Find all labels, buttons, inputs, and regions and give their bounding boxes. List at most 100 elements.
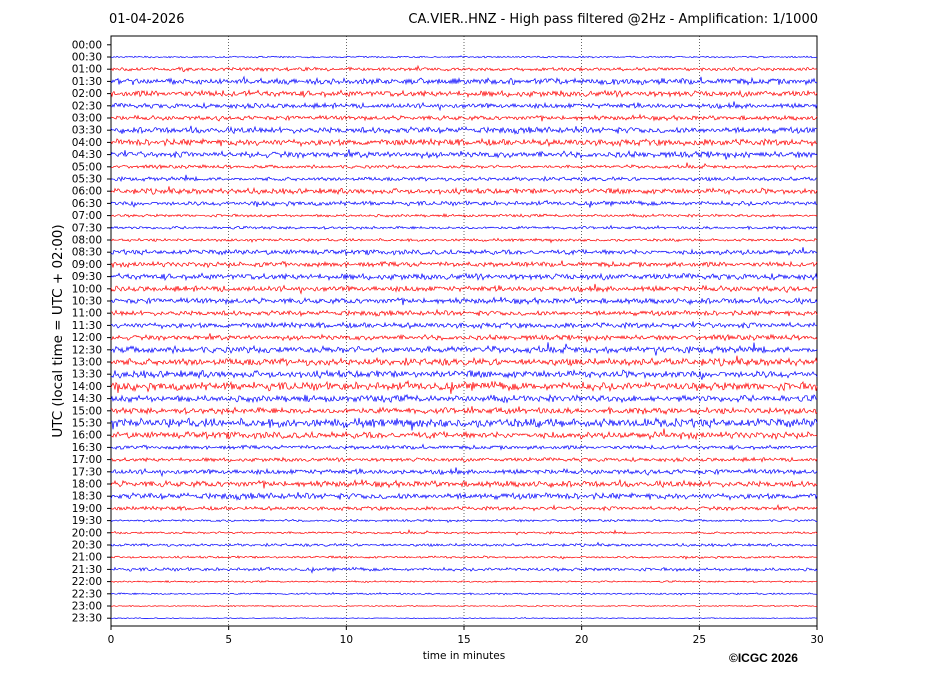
y-tick-label: 01:30	[72, 76, 102, 88]
grid-lines	[228, 36, 700, 626]
y-tick-label: 16:30	[72, 442, 102, 454]
trace-0930	[110, 272, 818, 282]
y-tick-label: 01:00	[72, 64, 102, 76]
x-tick-label: 15	[457, 634, 470, 646]
trace-1400	[110, 379, 818, 394]
y-tick-label: 04:00	[72, 137, 102, 149]
y-tick-label: 06:00	[72, 186, 102, 198]
trace-0730	[110, 224, 818, 231]
trace-2300	[110, 604, 818, 608]
trace-0300	[110, 113, 818, 122]
trace-1000	[110, 283, 818, 295]
x-tick-label: 20	[575, 634, 588, 646]
y-tick-label: 23:30	[72, 613, 102, 625]
trace-0100	[110, 64, 818, 73]
y-tick-label: 19:00	[72, 503, 102, 515]
trace-1800	[110, 479, 818, 489]
y-tick-label: 23:00	[72, 601, 102, 613]
y-tick-label: 10:00	[72, 283, 102, 295]
y-tick-label: 14:00	[72, 381, 102, 393]
trace-1930	[110, 518, 818, 524]
y-tick-labels: 00:0000:3001:0001:3002:0002:3003:0003:30…	[72, 39, 111, 625]
y-tick-label: 14:30	[72, 393, 102, 405]
trace-group	[110, 55, 818, 620]
trace-0800	[110, 237, 818, 244]
trace-1030	[110, 296, 818, 306]
trace-1630	[110, 443, 818, 451]
trace-0700	[110, 213, 818, 218]
y-tick-label: 13:00	[72, 357, 102, 369]
trace-0530	[110, 174, 818, 183]
trace-1430	[110, 393, 818, 404]
trace-0900	[110, 260, 818, 269]
trace-1330	[110, 369, 818, 380]
y-tick-label: 03:30	[72, 125, 102, 137]
y-tick-label: 21:00	[72, 552, 102, 564]
trace-1900	[110, 503, 818, 512]
trace-1500	[110, 406, 818, 416]
trace-0200	[110, 89, 818, 99]
y-tick-label: 10:30	[72, 296, 102, 308]
trace-1300	[110, 355, 818, 367]
y-tick-label: 08:30	[72, 247, 102, 259]
x-tick-label: 25	[693, 634, 706, 646]
trace-0500	[110, 162, 818, 171]
trace-1830	[110, 492, 818, 501]
y-tick-label: 11:30	[72, 320, 102, 332]
trace-2230	[110, 591, 818, 596]
trace-0400	[110, 137, 818, 148]
y-tick-label: 09:00	[72, 259, 102, 271]
trace-1100	[110, 308, 818, 318]
x-tick-label: 5	[225, 634, 232, 646]
y-tick-label: 04:30	[72, 149, 102, 161]
y-tick-label: 03:00	[72, 113, 102, 125]
trace-0030	[110, 55, 818, 59]
trace-2200	[110, 580, 818, 584]
trace-0430	[110, 149, 818, 160]
trace-1530	[110, 417, 818, 431]
y-tick-label: 13:30	[72, 369, 102, 381]
trace-1200	[110, 333, 818, 343]
x-tick-label: 0	[108, 634, 115, 646]
x-tick-label: 10	[340, 634, 353, 646]
y-tick-label: 05:00	[72, 161, 102, 173]
trace-0330	[110, 125, 818, 135]
y-tick-label: 21:30	[72, 564, 102, 576]
y-tick-label: 22:30	[72, 588, 102, 600]
trace-2330	[110, 616, 817, 620]
x-axis-label: time in minutes	[422, 650, 506, 662]
y-tick-label: 09:30	[72, 271, 102, 283]
y-tick-label: 02:00	[72, 88, 102, 100]
x-tick-labels: 0 5 10 15 20 25 30	[108, 626, 824, 646]
trace-2000	[110, 528, 818, 536]
y-tick-label: 07:00	[72, 210, 102, 222]
y-tick-label: 05:30	[72, 174, 102, 186]
trace-2100	[110, 555, 818, 560]
y-tick-label: 20:00	[72, 527, 102, 539]
y-tick-label: 07:30	[72, 222, 102, 234]
trace-0630	[110, 199, 818, 208]
y-tick-label: 19:30	[72, 515, 102, 527]
y-tick-label: 17:00	[72, 454, 102, 466]
trace-0600	[110, 186, 818, 196]
y-tick-label: 00:00	[72, 39, 102, 51]
trace-0130	[110, 75, 818, 86]
date-label: 01-04-2026	[109, 12, 185, 27]
y-tick-label: 00:30	[72, 52, 102, 64]
trace-0830	[110, 247, 818, 256]
y-tick-label: 20:30	[72, 540, 102, 552]
y-tick-label: 15:30	[72, 418, 102, 430]
y-tick-label: 18:30	[72, 491, 102, 503]
y-axis-label: UTC (local time = UTC + 02:00)	[50, 224, 66, 438]
y-tick-label: 16:00	[72, 430, 102, 442]
trace-1600	[110, 428, 818, 441]
y-tick-label: 12:00	[72, 332, 102, 344]
y-tick-label: 02:30	[72, 100, 102, 112]
y-tick-label: 15:00	[72, 405, 102, 417]
trace-2030	[110, 541, 818, 548]
y-tick-label: 18:00	[72, 479, 102, 491]
trace-1230	[110, 342, 818, 356]
trace-1700	[110, 456, 818, 463]
x-tick-label: 30	[810, 634, 823, 646]
